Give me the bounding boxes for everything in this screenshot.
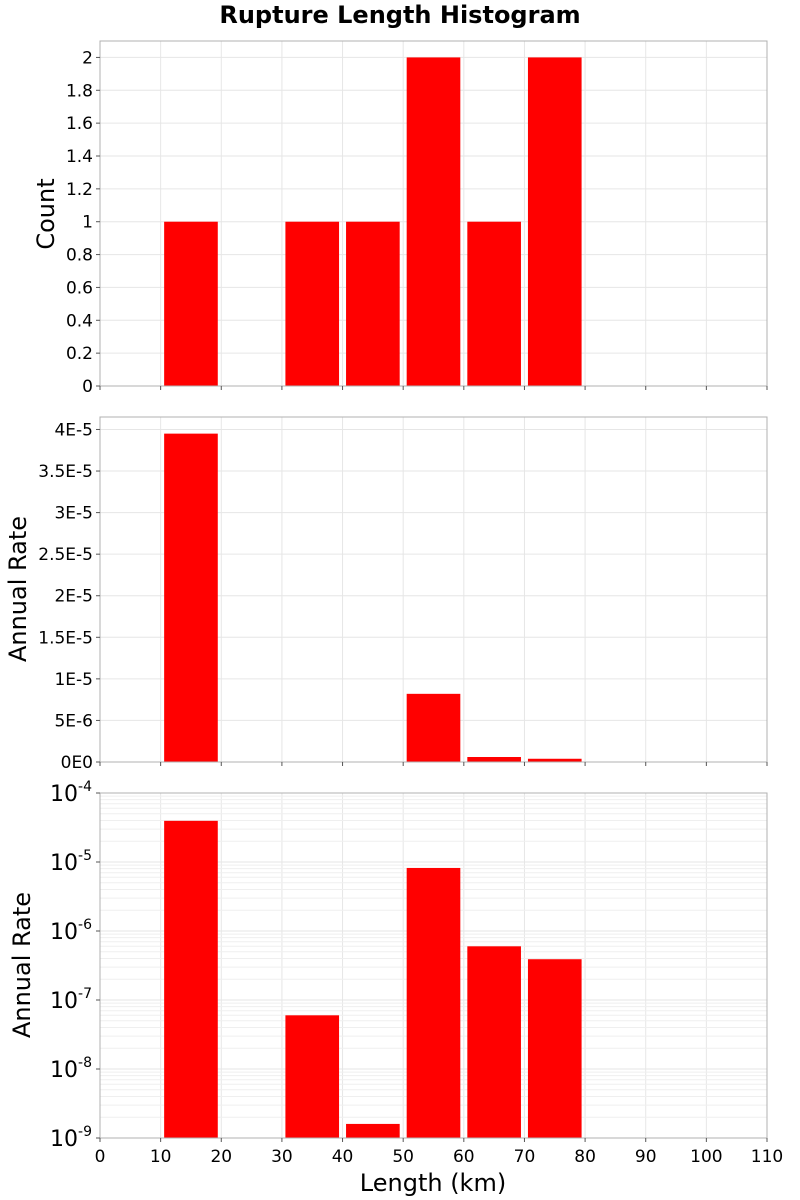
y-tick-label: 0E0	[61, 753, 93, 773]
y-axis-label-count: Count	[32, 178, 60, 249]
y-axis: 0E0 5E-6 1E-5 1.5E-5 2E-5 2.5E-5 3E-5 3.5E-5 4E-…	[38, 420, 100, 773]
x-tick-label: 0	[95, 1147, 106, 1167]
y-axis: 0 0.2 0.4 0.6 0.8 1 1.2 1.4 1.6 1.8 2	[66, 48, 100, 397]
rate-linear-panel: 0E0 5E-6 1E-5 1.5E-5 2E-5 2.5E-5 3E-5 3.5E-5 4E-…	[38, 416, 768, 773]
y-tick-label: 1.6	[66, 114, 93, 134]
y-tick-label: 10-8	[50, 1055, 92, 1083]
y-tick-label: 0.6	[66, 278, 93, 298]
y-tick-label: 1.2	[66, 180, 93, 200]
bar-40-50	[346, 1123, 400, 1138]
bar-70-80	[527, 57, 582, 387]
count-panel: 0 0.2 0.4 0.6 0.8 1 1.2 1.4 1.6 1.8 2	[66, 40, 768, 397]
bar-10-20	[164, 820, 218, 1138]
x-tick-label: 60	[453, 1147, 475, 1167]
x-tick-label: 40	[332, 1147, 354, 1167]
bar-50-60	[406, 867, 461, 1138]
bar-70-80	[527, 959, 582, 1138]
bar-40-50	[346, 221, 400, 386]
y-tick-label: 1.4	[66, 147, 93, 167]
x-tick-label: 70	[514, 1147, 536, 1167]
y-tick-label: 0.2	[66, 344, 93, 364]
bar-10-20	[164, 433, 218, 762]
bar-30-40	[285, 221, 340, 386]
bar-50-60	[406, 693, 461, 762]
y-axis-label-annual-rate-linear: Annual Rate	[4, 516, 32, 662]
y-tick-label: 10-7	[50, 986, 92, 1014]
x-tick-label: 50	[392, 1147, 414, 1167]
x-tick-label: 30	[271, 1147, 293, 1167]
bar-60-70	[467, 946, 521, 1138]
rate-log-panel: 10-9 10-8 10-7 10-6 10-5 10-4 0 10 20 30 40 50 60 70 8…	[50, 779, 783, 1167]
plot-frame	[99, 40, 768, 387]
bars	[164, 820, 582, 1138]
y-axis-label-annual-rate-log: Annual Rate	[8, 892, 36, 1038]
plot-frame	[99, 416, 768, 763]
chart-title: Rupture Length Histogram	[219, 1, 580, 29]
y-tick-label: 3E-5	[54, 504, 93, 524]
x-axis	[99, 762, 768, 766]
y-tick-label: 1.8	[66, 81, 93, 101]
bar-10-20	[164, 221, 218, 386]
x-tick-label: 90	[635, 1147, 657, 1167]
y-axis: 10-9 10-8 10-7 10-6 10-5 10-4	[50, 779, 100, 1152]
y-tick-label: 2.5E-5	[38, 545, 93, 565]
bar-60-70	[467, 221, 521, 386]
x-tick-label: 20	[210, 1147, 232, 1167]
y-tick-label: 0	[82, 377, 93, 397]
y-tick-label: 10-4	[50, 779, 92, 807]
bars	[164, 57, 582, 387]
x-axis	[99, 386, 768, 390]
x-axis-label: Length (km)	[360, 1169, 506, 1197]
x-tick-label: 100	[690, 1147, 722, 1167]
bar-70-80	[527, 758, 582, 762]
y-tick-label: 5E-6	[54, 711, 93, 731]
bar-50-60	[406, 57, 461, 387]
y-tick-label: 2E-5	[54, 587, 93, 607]
y-tick-label: 1	[82, 213, 93, 233]
y-tick-label: 0.4	[66, 311, 93, 331]
y-tick-label: 0.8	[66, 246, 93, 266]
y-tick-label: 10-6	[50, 917, 92, 945]
plot-frame	[99, 792, 768, 1139]
bar-60-70	[467, 757, 521, 762]
y-tick-label: 1.5E-5	[38, 628, 93, 648]
x-tick-label: 80	[574, 1147, 596, 1167]
y-tick-label: 3.5E-5	[38, 462, 93, 482]
y-tick-label: 2	[82, 48, 93, 68]
x-axis: 0 10 20 30 40 50 60 70 80 90 100 110	[95, 1138, 783, 1167]
y-tick-label: 10-9	[50, 1124, 92, 1152]
y-tick-label: 4E-5	[54, 420, 93, 440]
bars	[164, 433, 582, 762]
y-tick-label: 10-5	[50, 848, 92, 876]
y-tick-label: 1E-5	[54, 670, 93, 690]
bar-30-40	[285, 1015, 340, 1138]
x-tick-label: 10	[150, 1147, 172, 1167]
x-tick-label: 110	[751, 1147, 783, 1167]
